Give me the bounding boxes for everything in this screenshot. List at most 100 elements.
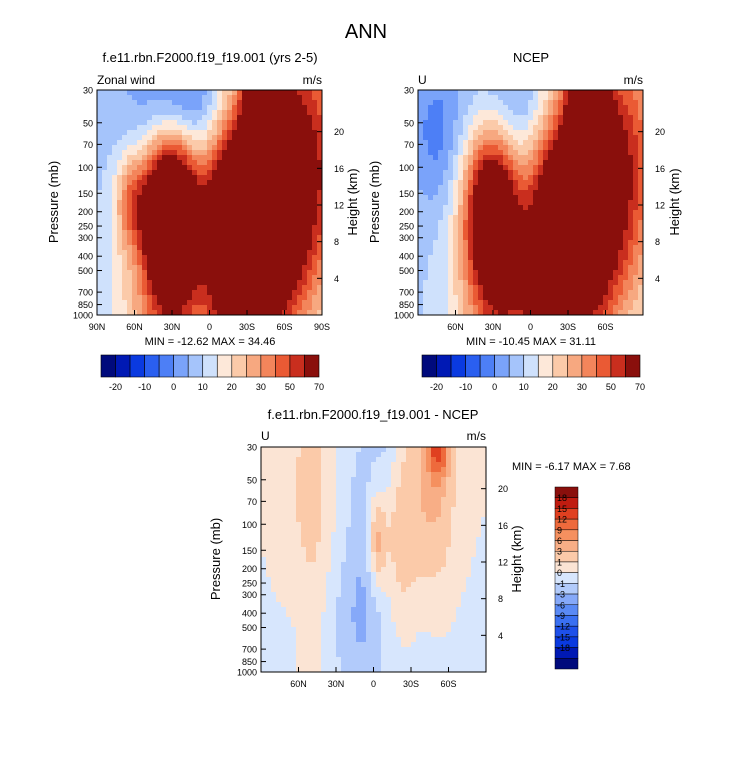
panel-diff-cell <box>391 527 397 533</box>
panel-ncep-cell <box>438 100 444 106</box>
panel-model-cell <box>267 140 273 146</box>
panel-model-cell <box>187 265 193 271</box>
panel-ncep-cell <box>568 155 574 161</box>
panel-diff-cell <box>296 482 302 488</box>
panel-diff-cell <box>441 517 447 523</box>
panel-ncep-cell <box>588 190 594 196</box>
panel-model-cell <box>187 240 193 246</box>
panel-model-cell <box>132 180 138 186</box>
panel-model-cell <box>102 125 108 131</box>
panel-model-cell <box>142 230 148 236</box>
panel-model-cell <box>212 250 218 256</box>
panel-model-cell <box>262 120 268 126</box>
panel-ncep-cell <box>438 105 444 111</box>
panel-ncep-cell <box>453 275 459 281</box>
panel-model-cell <box>212 115 218 121</box>
panel-model-cell <box>317 110 322 116</box>
panel-diff-cell <box>341 477 347 483</box>
panel-ncep-cell <box>458 100 464 106</box>
panel-diff-cell <box>301 517 307 523</box>
panel-ncep-cell <box>533 185 539 191</box>
panel-model-cell <box>147 260 153 266</box>
panel-diff-cell <box>356 487 362 493</box>
panel-model-cell <box>252 265 258 271</box>
panel-model-cell <box>257 310 263 315</box>
panel-ncep-cell <box>438 285 444 291</box>
panel-model-cell <box>107 310 113 315</box>
panel-ncep-cell <box>473 280 479 286</box>
panel-model-cell <box>282 270 288 276</box>
panel-model-cell <box>142 95 148 101</box>
panel-model-cell <box>167 250 173 256</box>
panel-ncep-cell <box>478 295 484 301</box>
panel-diff-cell <box>411 467 417 473</box>
panel-diff-cell <box>416 527 422 533</box>
panel-ncep-cell <box>613 125 619 131</box>
panel-ncep-cell <box>608 200 614 206</box>
panel-model-cell <box>97 290 103 296</box>
panel-ncep-cell <box>593 205 599 211</box>
panel-model-cell <box>137 305 143 311</box>
panel-ncep-cell <box>568 190 574 196</box>
panel-ncep-cell <box>543 280 549 286</box>
panel-ncep-cell <box>593 310 599 315</box>
panel-model-cell <box>267 310 273 315</box>
panel-ncep-cell <box>543 105 549 111</box>
panel-model-cell <box>112 285 118 291</box>
panel-ncep-cell <box>633 170 639 176</box>
panel-model-cell <box>117 125 123 131</box>
panel-model-cell <box>302 285 308 291</box>
panel-ncep-cell <box>638 175 643 181</box>
panel-ncep-cell <box>433 240 439 246</box>
panel-model-cell <box>267 205 273 211</box>
panel-model-cell <box>182 275 188 281</box>
panel-ncep-cell <box>488 155 494 161</box>
panel-ncep-cell <box>443 135 449 141</box>
panel-ncep-cell <box>633 110 639 116</box>
panel-diff-cell <box>326 482 332 488</box>
panel-ncep-cell <box>628 205 634 211</box>
panel-ncep-cell <box>603 240 609 246</box>
panel-model-cell <box>297 225 303 231</box>
panel-model-cell <box>277 165 283 171</box>
panel-model-cell <box>252 235 258 241</box>
panel-diff-cell <box>431 527 437 533</box>
panel-model-cell <box>157 250 163 256</box>
panel-model-cell <box>287 175 293 181</box>
panel-model-cell <box>237 275 243 281</box>
panel-ncep-cell <box>483 150 489 156</box>
panel-model-colorbar-box <box>129 354 145 378</box>
panel-ncep-cell <box>623 120 629 126</box>
panel-model-cell <box>222 250 228 256</box>
panel-model-cell <box>202 280 208 286</box>
panel-ncep-cell <box>553 105 559 111</box>
panel-model-cell <box>257 150 263 156</box>
panel-model-cell <box>112 185 118 191</box>
panel-model-cell <box>167 210 173 216</box>
panel-model-cell <box>302 145 308 151</box>
panel-diff-cell <box>331 527 337 533</box>
panel-model-cell <box>242 150 248 156</box>
panel-ncep-cell <box>578 140 584 146</box>
panel-model-cell <box>197 145 203 151</box>
panel-ncep-cell <box>518 290 524 296</box>
panel-model-cell <box>127 280 133 286</box>
panel-model-cell <box>212 155 218 161</box>
panel-ncep-cell <box>618 310 624 315</box>
panel-ncep-colorbar-box <box>421 354 437 378</box>
panel-model-cell <box>122 215 128 221</box>
panel-ncep-cell <box>453 175 459 181</box>
panel-ncep-cell <box>528 110 534 116</box>
panel-ncep-cell <box>573 100 579 106</box>
panel-model-cell <box>142 310 148 315</box>
panel-model-cell <box>112 135 118 141</box>
panel-diff-cell <box>351 522 357 528</box>
panel-ncep-cell <box>528 100 534 106</box>
panel-diff-cell <box>286 497 292 503</box>
panel-model-cell <box>107 230 113 236</box>
panel-model-cell <box>202 185 208 191</box>
panel-model-cell <box>212 285 218 291</box>
panel-ncep-cell <box>623 225 629 231</box>
panel-model-cell <box>152 105 158 111</box>
panel-ncep-cell <box>468 145 474 151</box>
